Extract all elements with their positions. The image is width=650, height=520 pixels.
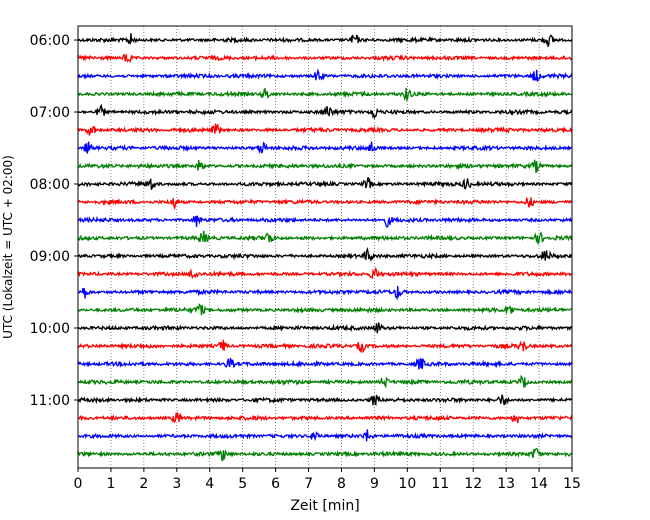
- trace-0645: [77, 87, 573, 102]
- x-tick-label: 3: [172, 476, 181, 492]
- y-axis-ticks: 06:00 07:00 08:00 09:00 10:00 11:00: [30, 33, 78, 409]
- grid-lines: [110, 26, 540, 468]
- trace-0900: [77, 246, 573, 262]
- trace-1015: [77, 339, 573, 354]
- y-tick-label: 07:00: [30, 105, 70, 121]
- trace-1130: [77, 429, 573, 442]
- trace-group: [77, 33, 573, 462]
- trace-0945: [77, 303, 573, 316]
- x-axis-ticks: 0 1 2 3 4 5 6 7 8 9 10 11 12 13 14 15: [74, 468, 581, 492]
- trace-0800: [77, 177, 573, 190]
- trace-1100: [77, 394, 573, 407]
- x-tick-label: 2: [139, 476, 148, 492]
- x-axis-title: Zeit [min]: [290, 498, 359, 514]
- plot-frame: [77, 25, 573, 469]
- y-tick-label: 08:00: [30, 177, 70, 193]
- trace-0815: [77, 197, 573, 210]
- trace-0930: [77, 285, 573, 301]
- trace-1115: [77, 412, 573, 424]
- x-tick-label: 13: [497, 476, 515, 492]
- trace-0615: [77, 53, 573, 63]
- x-tick-label: 5: [238, 476, 247, 492]
- trace-0630: [77, 68, 573, 82]
- x-tick-label: 14: [530, 476, 548, 492]
- trace-0845: [77, 230, 573, 245]
- y-tick-label: 06:00: [30, 33, 70, 49]
- x-tick-label: 7: [304, 476, 313, 492]
- trace-0830: [77, 215, 573, 228]
- trace-0600: [77, 33, 573, 48]
- y-tick-label: 10:00: [30, 321, 70, 337]
- x-tick-label: 1: [106, 476, 115, 492]
- trace-1045: [77, 374, 573, 389]
- x-tick-label: 15: [563, 476, 581, 492]
- y-axis-title: UTC (Lokalzeit = UTC + 02:00): [1, 155, 15, 339]
- trace-0715: [77, 123, 573, 137]
- trace-0730: [77, 141, 573, 155]
- trace-0700: [77, 103, 573, 120]
- x-tick-label: 12: [464, 476, 482, 492]
- y-tick-label: 09:00: [30, 249, 70, 265]
- trace-1145: [77, 447, 573, 462]
- x-tick-label: 10: [398, 476, 416, 492]
- x-tick-label: 9: [370, 476, 379, 492]
- x-tick-label: 4: [205, 476, 214, 492]
- trace-1030: [77, 357, 573, 370]
- trace-0745: [77, 159, 573, 173]
- y-tick-label: 11:00: [30, 393, 70, 409]
- x-tick-label: 0: [74, 476, 83, 492]
- trace-0915: [77, 266, 573, 280]
- trace-1000: [77, 322, 573, 334]
- x-tick-label: 11: [431, 476, 449, 492]
- x-tick-label: 8: [337, 476, 346, 492]
- x-tick-label: 6: [271, 476, 280, 492]
